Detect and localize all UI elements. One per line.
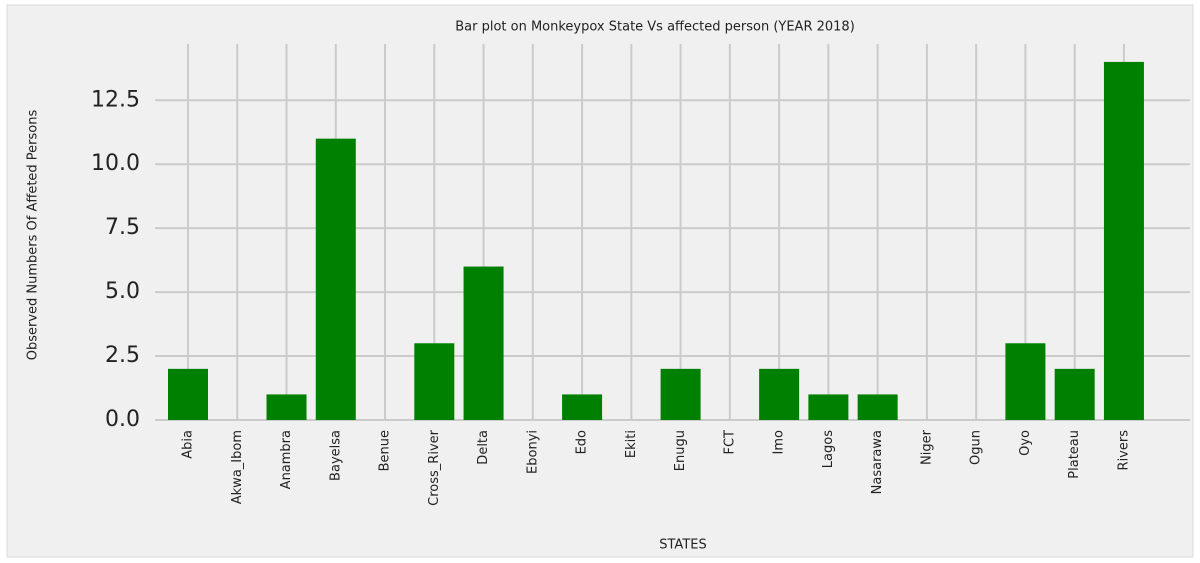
x-tick-label: Edo — [575, 430, 590, 454]
x-tick-label: Bayelsa — [328, 430, 343, 481]
y-tick-label: 5.0 — [105, 279, 140, 304]
x-tick-label: Lagos — [821, 430, 836, 468]
bar — [463, 266, 504, 420]
x-tick-label: Rivers — [1116, 430, 1131, 471]
bar — [759, 368, 800, 420]
bar — [414, 343, 455, 420]
y-tick-label: 0.0 — [105, 407, 140, 432]
x-tick-label: Nasarawa — [870, 430, 885, 494]
x-tick-label: Imo — [772, 430, 787, 454]
x-tick-label: FCT — [722, 430, 737, 455]
bar — [315, 138, 356, 420]
x-tick-label: Ekiti — [624, 430, 639, 458]
bar — [1103, 61, 1144, 421]
x-tick-label: Ogun — [969, 430, 984, 465]
bar — [808, 394, 849, 420]
x-tick-label: Akwa_Ibom — [230, 430, 245, 504]
y-axis-label: Observed Numbers Of Affeted Persons — [26, 110, 41, 361]
x-tick-label: Enugu — [673, 430, 688, 471]
x-tick-label: Benue — [378, 430, 393, 471]
x-tick-label: Oyo — [1018, 430, 1033, 456]
y-tick-label: 7.5 — [105, 215, 140, 240]
x-tick-label: Ebonyi — [525, 430, 540, 474]
bar — [660, 368, 701, 420]
bar — [1005, 343, 1046, 420]
x-tick-label: Delta — [476, 430, 491, 465]
y-tick-label: 10.0 — [91, 151, 140, 176]
chart-title: Bar plot on Monkeypox State Vs affected … — [455, 20, 855, 35]
x-tick-label: Cross_River — [427, 429, 442, 505]
y-tick-label: 2.5 — [105, 343, 140, 368]
bar — [266, 394, 307, 420]
x-tick-label: Abia — [181, 430, 196, 459]
x-tick-label: Plateau — [1067, 430, 1082, 479]
bar — [1054, 368, 1095, 420]
x-tick-label: Niger — [919, 429, 934, 465]
figure-background — [6, 4, 1194, 558]
bar — [168, 368, 208, 420]
bar — [857, 394, 898, 420]
x-axis-label: STATES — [659, 538, 706, 553]
y-tick-label: 12.5 — [91, 87, 140, 112]
bar — [562, 394, 603, 420]
x-tick-label: Anambra — [279, 430, 294, 489]
